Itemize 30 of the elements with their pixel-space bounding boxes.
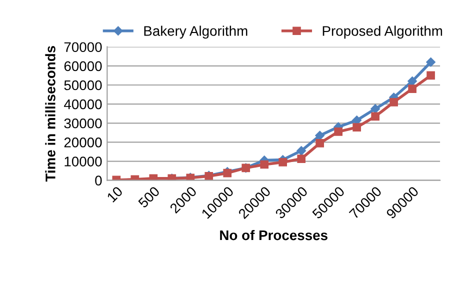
point	[260, 160, 269, 169]
legend-label: Proposed Algorithm	[322, 26, 442, 39]
point	[149, 174, 158, 180]
x-tick-label: 10	[106, 186, 124, 203]
x-axis-title: No of Processes	[220, 230, 328, 240]
point	[426, 57, 436, 67]
y-tick-label: 30000	[64, 118, 102, 128]
point	[370, 104, 380, 114]
y-tick-label: 40000	[64, 99, 102, 110]
point	[390, 98, 398, 106]
point	[334, 128, 342, 136]
point	[297, 154, 306, 163]
y-tick-label: 0	[95, 176, 102, 186]
y-axis-title: Time in milliseconds	[45, 46, 56, 182]
point	[352, 123, 361, 132]
legend-label: Bakery Algorithm	[144, 26, 248, 39]
point	[315, 130, 324, 140]
y-tick-label: 60000	[64, 61, 102, 72]
point	[296, 146, 306, 156]
y-tick-label: 20000	[64, 138, 102, 148]
x-tick-label: 500	[138, 186, 160, 208]
y-tick-label: 50000	[64, 80, 102, 90]
point	[408, 84, 416, 93]
y-tick-label: 70000	[64, 42, 102, 52]
point	[371, 112, 380, 121]
point	[408, 76, 417, 86]
y-tick-label: 10000	[64, 156, 102, 166]
point	[426, 71, 435, 80]
point	[316, 138, 324, 148]
point	[278, 158, 288, 166]
